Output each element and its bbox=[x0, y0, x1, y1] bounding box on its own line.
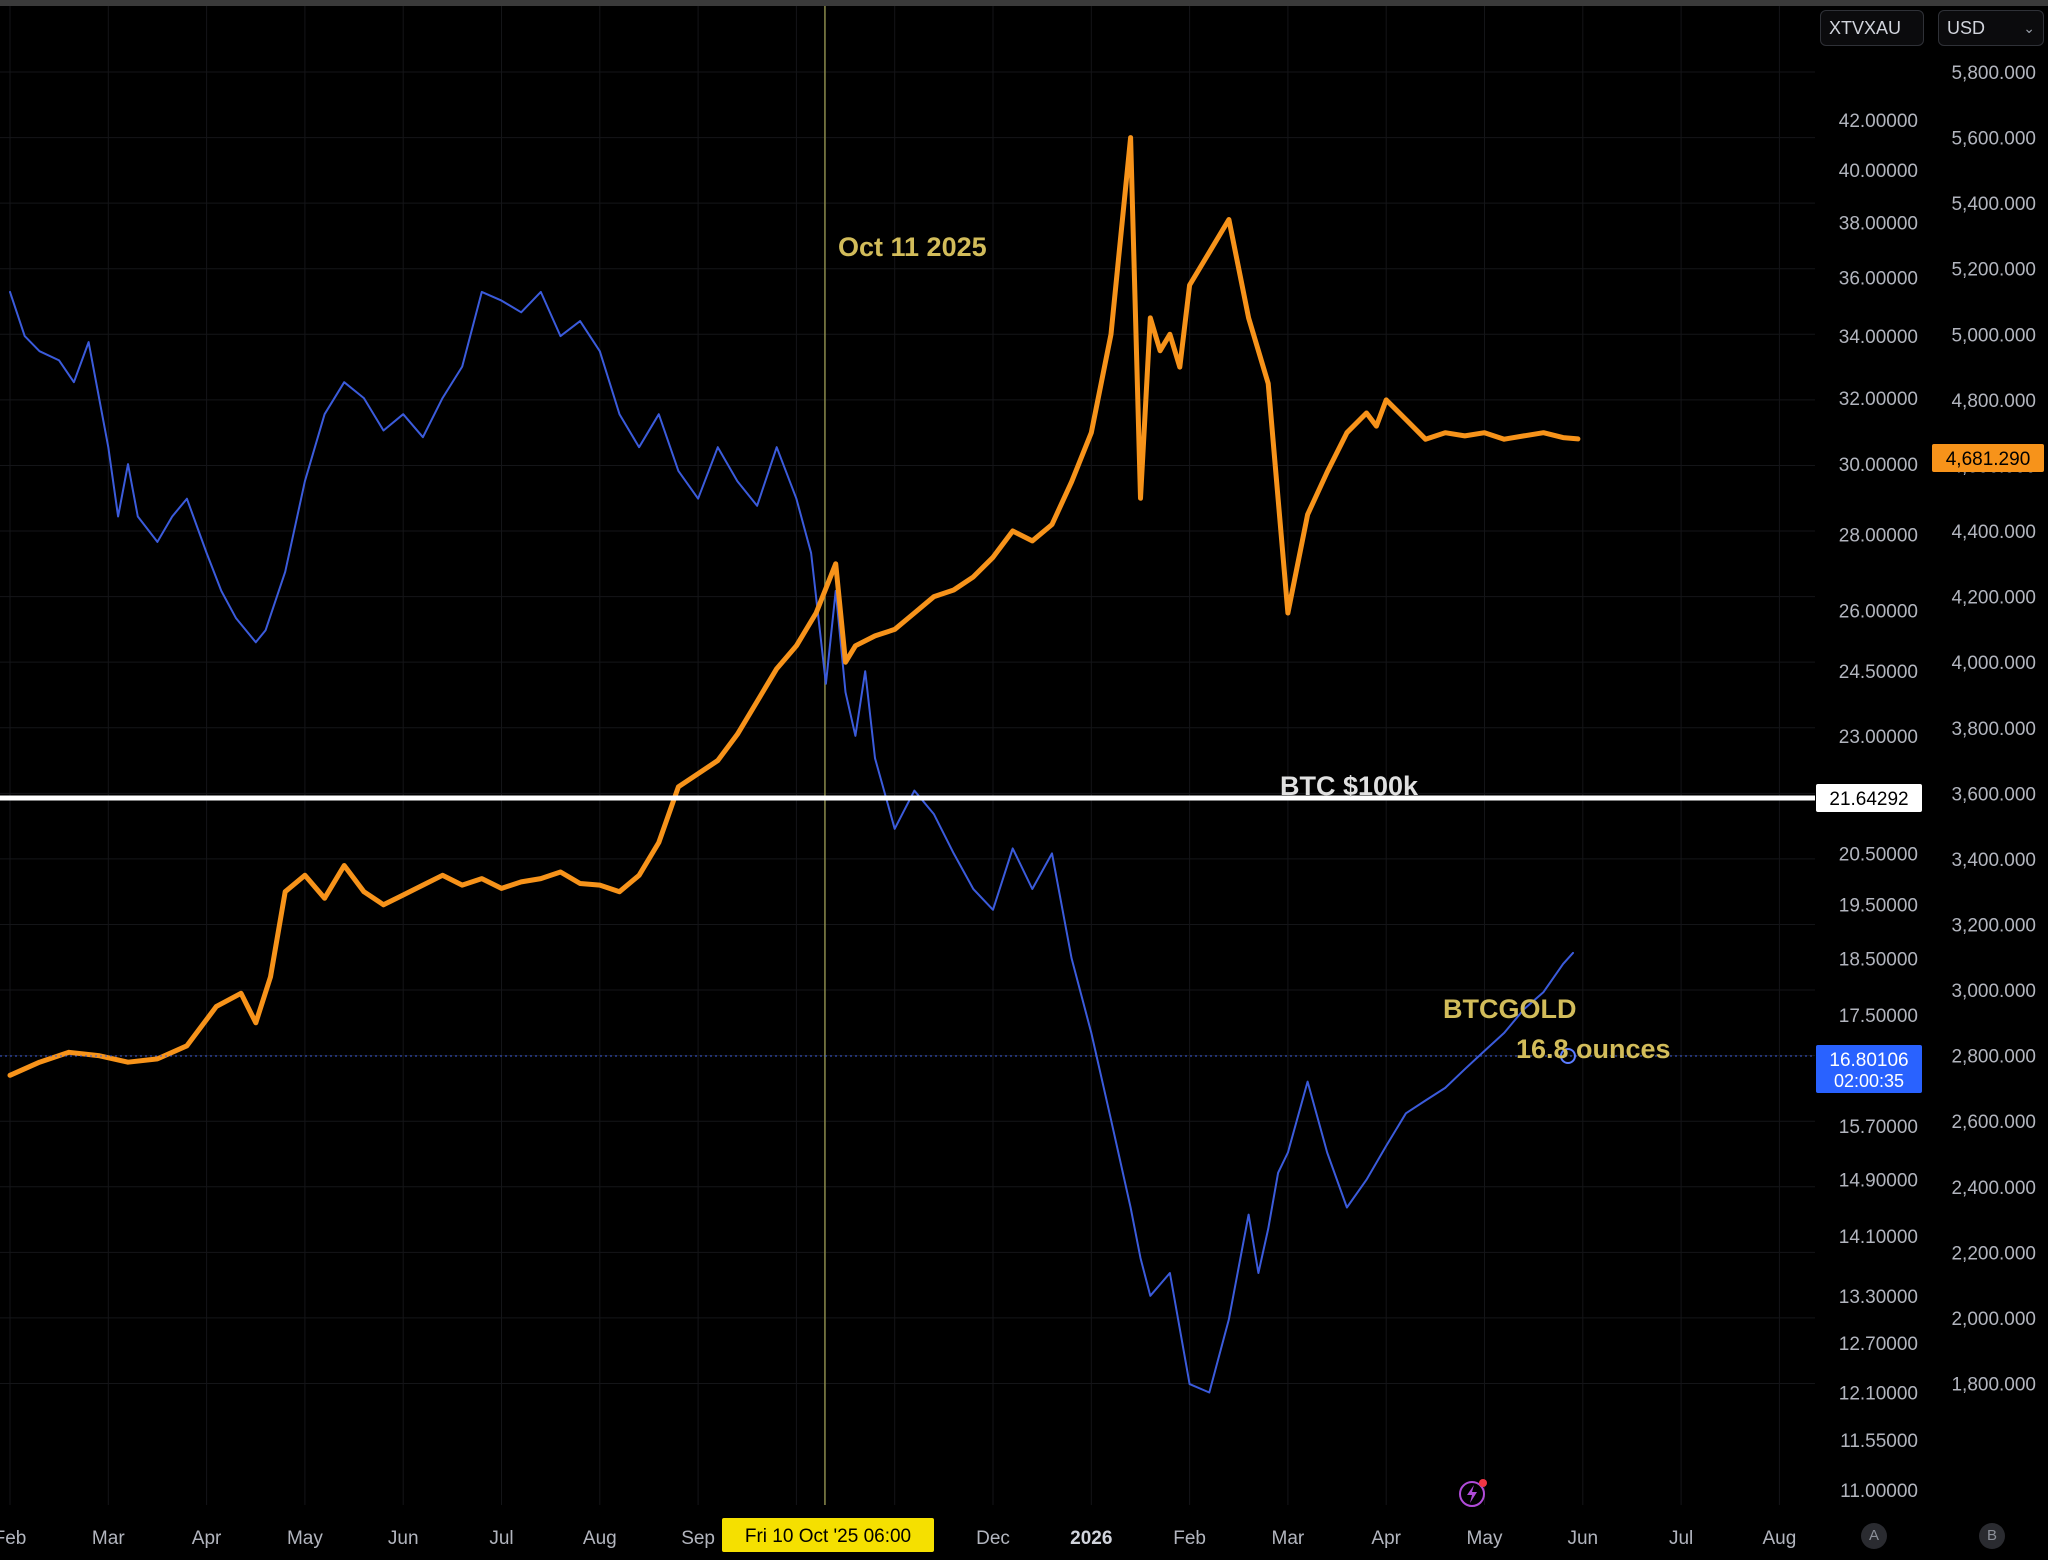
right-scale-tick-label: 5,200.000 bbox=[1951, 260, 2036, 281]
left-scale-tick-label: 20.50000 bbox=[1839, 844, 1918, 865]
right-scale-tick-label: 4,400.000 bbox=[1951, 522, 2036, 543]
time-axis-tick-label: Jul bbox=[489, 1528, 513, 1549]
series-layer bbox=[0, 135, 1815, 1394]
btcgold-last-value-box bbox=[1816, 1045, 1922, 1093]
left-scale-tick-label: 28.00000 bbox=[1839, 526, 1918, 547]
right-scale-tick-label: 4,200.000 bbox=[1951, 588, 2036, 609]
crosshair-date-label: Fri 10 Oct '25 06:00 bbox=[745, 1526, 911, 1547]
time-axis-tick-label: Apr bbox=[192, 1528, 222, 1549]
right-scale-tick-label: 2,400.000 bbox=[1951, 1178, 2036, 1199]
right-scale-tick-label: 5,000.000 bbox=[1951, 325, 2036, 346]
grid bbox=[0, 6, 1815, 1505]
annotation-oct-11-2025: Oct 11 2025 bbox=[838, 232, 987, 262]
crosshair-date-box bbox=[722, 1518, 934, 1552]
left-scale-tick-label: 18.50000 bbox=[1839, 949, 1918, 970]
right-scale-tick-label: 2,000.000 bbox=[1951, 1309, 2036, 1330]
time-axis-tick-label: 2026 bbox=[1070, 1528, 1112, 1549]
left-scale-tick-label: 14.90000 bbox=[1839, 1171, 1918, 1192]
level-value-label: 21.64292 bbox=[1829, 789, 1908, 810]
gold-last-value-box bbox=[1932, 444, 2044, 472]
left-scale-tick-label: 24.50000 bbox=[1839, 662, 1918, 683]
time-axis-tick-label: Mar bbox=[1272, 1528, 1305, 1549]
right-scale-tick-label: 4,800.000 bbox=[1951, 391, 2036, 412]
time-axis-tick-label: May bbox=[1467, 1528, 1503, 1549]
time-axis-tick-label: Aug bbox=[1762, 1528, 1796, 1549]
time-axis-tick-label: Jun bbox=[1567, 1528, 1598, 1549]
right-scale-tick-label: 5,400.000 bbox=[1951, 194, 2036, 215]
right-scale-tick-label: 3,000.000 bbox=[1951, 981, 2036, 1002]
left-scale-tick-label: 38.00000 bbox=[1839, 213, 1918, 234]
right-scale-tick-label: 4,000.000 bbox=[1951, 653, 2036, 674]
scale-mode-b-button[interactable]: B bbox=[1979, 1523, 2005, 1549]
annotation-btcgold: BTCGOLD bbox=[1443, 994, 1576, 1024]
left-scale-tick-label: 11.55000 bbox=[1840, 1431, 1918, 1452]
currency-label: USD bbox=[1947, 18, 1986, 38]
time-axis-tick-label: Dec bbox=[976, 1528, 1010, 1549]
left-scale-tick-label: 12.10000 bbox=[1839, 1384, 1918, 1405]
lightning-icon[interactable] bbox=[1457, 1477, 1489, 1509]
time-axis-tick-label: Aug bbox=[583, 1528, 617, 1549]
scale-mode-a-button[interactable]: A bbox=[1861, 1523, 1887, 1549]
right-price-scale[interactable]: 5,800.000 5,600.000 5,400.000 5,200.000 5,00… bbox=[1932, 63, 2044, 1396]
right-scale-tick-label: 5,600.000 bbox=[1951, 129, 2036, 150]
time-axis[interactable]: FebMarAprMayJunJulAugSepOctNovDec2026Feb… bbox=[0, 1518, 1796, 1552]
scale-mode-b-label: B bbox=[1986, 1527, 1997, 1544]
right-scale-tick-label: 3,800.000 bbox=[1951, 719, 2036, 740]
time-axis-tick-label: Apr bbox=[1371, 1528, 1401, 1549]
time-axis-tick-label: Jul bbox=[1669, 1528, 1693, 1549]
left-scale-tick-label: 42.00000 bbox=[1839, 111, 1918, 132]
time-axis-tick-label: Jun bbox=[388, 1528, 419, 1549]
left-scale-tick-label: 12.70000 bbox=[1839, 1334, 1918, 1355]
btcgold-last-value-label: 16.80106 bbox=[1829, 1050, 1908, 1071]
gold-last-value-label: 4,681.290 bbox=[1946, 449, 2031, 470]
left-scale-tick-label: 17.50000 bbox=[1839, 1006, 1918, 1027]
right-scale-tick-label: 3,400.000 bbox=[1951, 850, 2036, 871]
left-scale-tick-label: 40.00000 bbox=[1839, 161, 1918, 182]
time-axis-tick-label: Sep bbox=[681, 1528, 715, 1549]
left-scale-tick-label: 11.00000 bbox=[1840, 1481, 1918, 1502]
right-scale-tick-label: 2,800.000 bbox=[1951, 1047, 2036, 1068]
btcgold-series-line bbox=[9, 290, 1574, 1394]
right-scale-tick-label: 1,800.000 bbox=[1951, 1375, 2036, 1396]
right-scale-tick-label: 2,600.000 bbox=[1951, 1112, 2036, 1133]
annotation-btc-100k: BTC $100k bbox=[1280, 771, 1419, 801]
annotations: Oct 11 2025 BTC $100k BTCGOLD 16.8 ounces bbox=[838, 232, 1671, 1064]
right-scale-tick-label: 3,600.000 bbox=[1951, 784, 2036, 805]
right-scale-tick-label: 5,800.000 bbox=[1951, 63, 2036, 84]
left-scale-tick-label: 26.00000 bbox=[1839, 601, 1918, 622]
right-scale-tick-label: 3,200.000 bbox=[1951, 915, 2036, 936]
time-axis-tick-label: Mar bbox=[92, 1528, 125, 1549]
left-scale-tick-label: 13.30000 bbox=[1839, 1287, 1918, 1308]
time-axis-tick-label: Feb bbox=[0, 1528, 26, 1549]
scale-mode-a-label: A bbox=[1868, 1527, 1879, 1544]
chevron-down-icon: ⌄ bbox=[2023, 20, 2035, 36]
symbol-label: XTVXAU bbox=[1829, 18, 1902, 38]
left-scale-tick-label: 23.00000 bbox=[1839, 727, 1918, 748]
left-scale-tick-label: 19.50000 bbox=[1839, 896, 1918, 917]
currency-select[interactable]: USD ⌄ bbox=[1938, 10, 2044, 46]
annotation-ounces: 16.8 ounces bbox=[1516, 1034, 1671, 1064]
bar-countdown-label: 02:00:35 bbox=[1834, 1071, 1904, 1091]
left-price-scale[interactable]: 42.00000 40.00000 38.00000 36.00000 34.00000… bbox=[1816, 111, 1922, 1502]
btcgold-last-point bbox=[1559, 1048, 1576, 1064]
gold-series-line bbox=[7, 135, 1581, 1078]
time-axis-tick-label: May bbox=[287, 1528, 323, 1549]
left-scale-tick-label: 36.00000 bbox=[1839, 269, 1918, 290]
left-scale-tick-label: 30.00000 bbox=[1839, 455, 1918, 476]
symbol-button[interactable]: XTVXAU bbox=[1820, 10, 1924, 46]
right-scale-tick-label: 2,200.000 bbox=[1951, 1243, 2036, 1264]
level-value-box bbox=[1816, 784, 1922, 812]
left-scale-tick-label: 15.70000 bbox=[1839, 1117, 1918, 1138]
left-scale-tick-label: 34.00000 bbox=[1839, 327, 1918, 348]
left-scale-tick-label: 32.00000 bbox=[1839, 389, 1918, 410]
window-top-border bbox=[0, 0, 2048, 6]
left-scale-tick-label: 14.10000 bbox=[1839, 1227, 1918, 1248]
time-axis-tick-label: Feb bbox=[1173, 1528, 1206, 1549]
